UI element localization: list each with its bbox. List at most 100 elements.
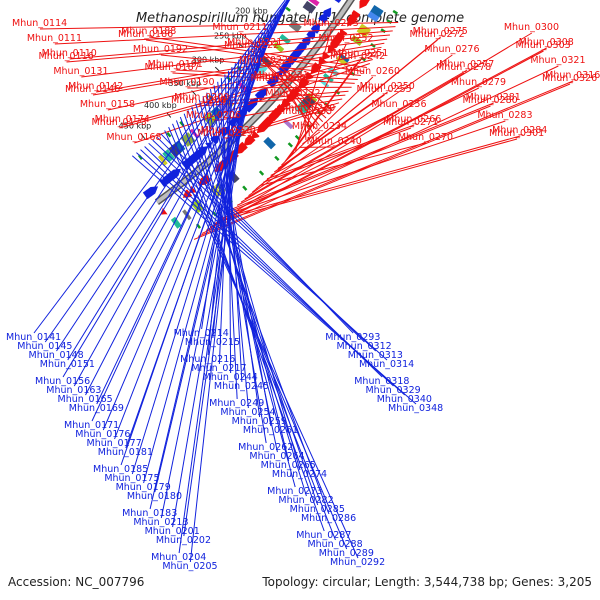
- forward-gene-label: Mhun_0281: [466, 92, 521, 103]
- forward-leader-line: [288, 58, 362, 159]
- reverse-gene-label: Mhun_0259: [232, 416, 287, 427]
- reverse-leader-line: [189, 51, 247, 563]
- reverse-gene-label: Mhun_0262: [238, 442, 293, 453]
- reverse-gene-label: Mhun_0145: [17, 341, 72, 352]
- forward-leader-line: [39, 21, 399, 30]
- forward-gene-label: Mhun_0271: [383, 117, 438, 128]
- forward-leader-line: [172, 72, 355, 84]
- forward-leader-line: [292, 98, 314, 134]
- forward-leader-line: [213, 32, 533, 225]
- forward-leader-line: [248, 54, 453, 197]
- forward-leader-line: [193, 83, 571, 240]
- reverse-gene-label: Mhun_0214: [174, 328, 229, 339]
- forward-leader-line: [270, 109, 400, 176]
- forward-gene-label: Mhun_0174: [95, 114, 150, 125]
- forward-leader-line: [198, 94, 346, 107]
- forward-gene-label: Mhun_0232: [265, 88, 320, 99]
- reverse-gene-label: Mhun_0293: [325, 332, 380, 343]
- forward-gene-label: Mhun_0231: [254, 70, 309, 81]
- accession-text: Accession: NC_007796: [8, 575, 144, 589]
- reverse-cds-mark: [334, 0, 340, 4]
- reverse-gene-label: Mhun_0244: [203, 372, 258, 383]
- reverse-gene-label: Mhun_0312: [336, 341, 391, 352]
- reverse-gene-label: Mhun_0185: [93, 464, 148, 475]
- forward-cog-block: [170, 216, 182, 229]
- reverse-gene-label: Mhun_0181: [98, 447, 153, 458]
- reverse-gene-label: Mhun_0286: [301, 513, 356, 524]
- reverse-leader-line: [168, 126, 348, 550]
- forward-leader-line: [281, 76, 374, 166]
- forward-leader-line: [225, 106, 336, 140]
- forward-gene-label: Mhun_0300: [504, 22, 559, 33]
- reverse-cog-block: [260, 56, 273, 68]
- forward-leader-line: [54, 26, 396, 45]
- backbone-ring: [154, 0, 355, 206]
- reverse-gene-label: Mhun_0171: [64, 420, 119, 431]
- reverse-leader-line: [131, 20, 273, 475]
- summary-text: Topology: circular; Length: 3,544,738 bp…: [261, 575, 592, 589]
- forward-gene-label: Mhun_0220: [201, 125, 256, 136]
- forward-cds-mark: [310, 65, 319, 75]
- forward-gene-label: Mhun_0284: [492, 125, 547, 136]
- forward-cog-block: [356, 23, 372, 38]
- scale-tick-mark: [214, 66, 220, 72]
- reverse-leader-line: [198, 99, 290, 462]
- forward-gene-label: Mhun_0251: [333, 48, 388, 59]
- forward-gene-label: Mhun_0255: [357, 84, 412, 95]
- forward-leader-line: [213, 98, 343, 122]
- forward-gene-label: Mhun_0173: [92, 117, 147, 128]
- forward-leader-line: [251, 39, 438, 193]
- forward-leader-line: [284, 61, 359, 162]
- forward-gene-label: Mhun_0229: [280, 103, 335, 114]
- forward-leader-line: [201, 65, 559, 234]
- reverse-gene-label: Mhun_0205: [162, 561, 217, 572]
- forward-gene-label: Mhun_0316: [545, 70, 600, 81]
- forward-gene-label: Mhun_0131: [53, 66, 108, 77]
- forward-leader-line: [160, 54, 361, 76]
- reverse-gene-label: Mhun_0340: [377, 394, 432, 405]
- reverse-gene-label: Mhun_0177: [87, 438, 142, 449]
- forward-gene-label: Mhun_0277: [439, 59, 494, 70]
- forward-cds-mark: [281, 98, 291, 109]
- reverse-gene-label: Mhun_0215: [185, 337, 240, 348]
- forward-gene-label: Mhun_0146: [65, 84, 120, 95]
- forward-leader-line: [295, 28, 332, 152]
- reverse-leader-line: [183, 43, 254, 537]
- reverse-gene-label: Mhun_0176: [75, 429, 130, 440]
- forward-gene-label: Mhun_0278: [436, 62, 491, 73]
- forward-leader-line: [221, 135, 521, 219]
- reverse-gene-label: Mhun_0204: [151, 552, 206, 563]
- forward-gene-label: Mhun_0272: [410, 29, 465, 40]
- reverse-leader-line: [175, 120, 325, 532]
- reverse-gene-label: Mhun_0292: [330, 557, 385, 568]
- forward-gene-label: Mhun_0326: [542, 73, 597, 84]
- forward-leader-line: [240, 72, 465, 203]
- forward-cog-block: [327, 66, 340, 77]
- reverse-gene-label: Mhun_0180: [127, 491, 182, 502]
- reverse-gene-label: Mhun_0329: [365, 385, 420, 396]
- outer-misc-mark: [274, 155, 280, 162]
- reverse-cog-block: [302, 0, 317, 14]
- forward-gene-label: Mhun_0240: [307, 136, 362, 147]
- forward-gene-label: Mhun_0280: [463, 95, 518, 106]
- reverse-gene-label: Mhun_0313: [348, 350, 403, 361]
- label-leaders: [33, 0, 574, 563]
- reverse-gene-label: Mhun_0254: [220, 407, 275, 418]
- reverse-gene-label: Mhun_0148: [29, 350, 84, 361]
- reverse-gene-label: Mhun_0261: [243, 425, 298, 436]
- backbone-fill: [155, 0, 354, 204]
- forward-gene-label: Mhun_0283: [477, 110, 532, 121]
- forward-cog-block: [263, 136, 276, 150]
- reverse-leader-line: [202, 96, 278, 453]
- reverse-gene-label: Mhun_0273: [267, 486, 322, 497]
- scale-tick-label: 350 kbp: [168, 79, 201, 88]
- forward-leader-line: [240, 32, 333, 111]
- reverse-gene-label: Mhun_0213: [133, 517, 188, 528]
- reverse-cds-mark: [318, 12, 328, 24]
- forward-gene-label: Mhun_0308: [519, 37, 574, 48]
- forward-leader-line: [225, 120, 506, 216]
- reverse-leader-line: [195, 103, 301, 471]
- outer-misc-mark: [392, 9, 399, 15]
- forward-gene-label: Mhun_0219: [198, 128, 253, 139]
